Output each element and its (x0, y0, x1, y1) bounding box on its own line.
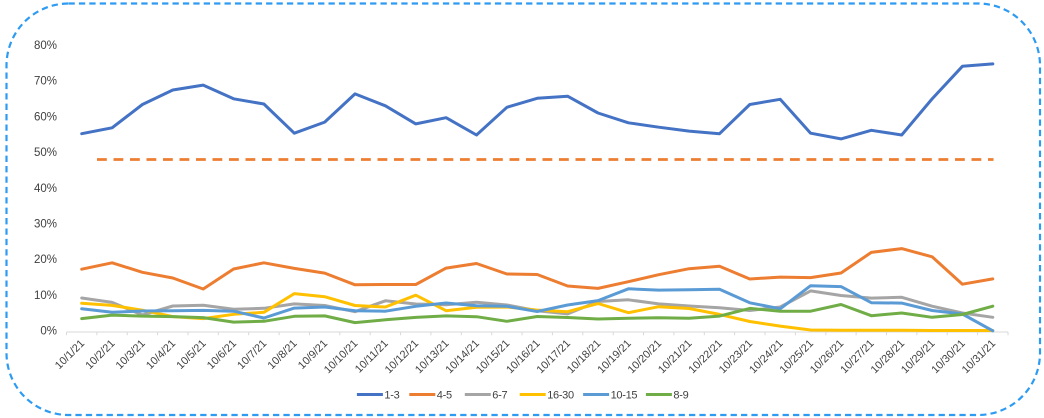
svg-text:8-9: 8-9 (673, 389, 688, 401)
svg-text:80%: 80% (34, 40, 57, 52)
svg-text:20%: 20% (34, 254, 57, 266)
svg-text:30%: 30% (34, 219, 57, 231)
svg-text:4-5: 4-5 (437, 389, 452, 401)
svg-text:0%: 0% (40, 326, 57, 338)
svg-text:10/10/21: 10/10/21 (322, 338, 360, 376)
svg-text:1-3: 1-3 (384, 389, 399, 401)
svg-text:60%: 60% (34, 111, 57, 123)
svg-text:40%: 40% (34, 183, 57, 195)
svg-text:10%: 10% (34, 290, 57, 302)
svg-text:6-7: 6-7 (492, 389, 507, 401)
svg-text:10/4/21: 10/4/21 (144, 338, 178, 372)
svg-text:10-15: 10-15 (611, 389, 638, 401)
svg-text:70%: 70% (34, 76, 57, 88)
svg-text:10/7/21: 10/7/21 (235, 338, 269, 372)
svg-text:10/5/21: 10/5/21 (174, 338, 208, 372)
svg-text:10/31/21: 10/31/21 (960, 338, 998, 376)
svg-text:10/1/21: 10/1/21 (53, 338, 87, 372)
svg-text:10/3/21: 10/3/21 (114, 338, 148, 372)
svg-text:10/6/21: 10/6/21 (205, 338, 239, 372)
svg-text:10/2/21: 10/2/21 (83, 338, 117, 372)
svg-text:10/8/21: 10/8/21 (266, 338, 300, 372)
svg-text:50%: 50% (34, 147, 57, 159)
svg-text:16-30: 16-30 (547, 389, 574, 401)
